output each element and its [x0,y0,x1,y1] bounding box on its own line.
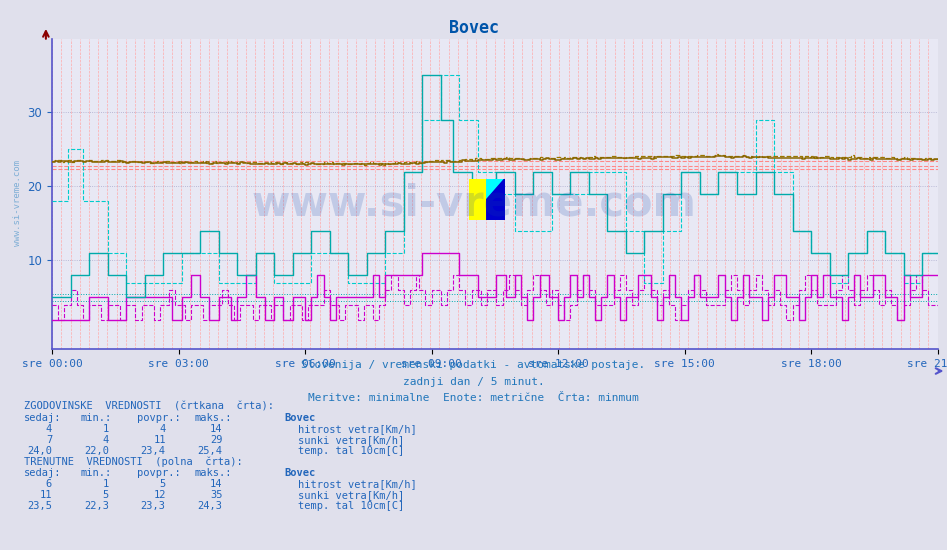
Text: 5: 5 [102,490,109,500]
Text: temp. tal 10cm[C]: temp. tal 10cm[C] [298,500,404,511]
Text: 23,4: 23,4 [141,446,166,456]
Text: 23,3: 23,3 [141,500,166,511]
Text: 4: 4 [102,434,109,445]
Text: 1: 1 [102,424,109,434]
Text: povpr.:: povpr.: [137,468,181,478]
Text: Meritve: minimalne  Enote: metrične  Črta: minmum: Meritve: minimalne Enote: metrične Črta:… [308,393,639,403]
Text: www.si-vreme.com: www.si-vreme.com [12,161,22,246]
Text: Bovec: Bovec [284,468,315,478]
Polygon shape [469,179,487,220]
Text: temp. tal 10cm[C]: temp. tal 10cm[C] [298,446,404,456]
Text: 22,0: 22,0 [84,446,109,456]
Text: 7: 7 [45,434,52,445]
Text: 14: 14 [210,478,223,489]
Text: 6: 6 [45,478,52,489]
Text: sunki vetra[Km/h]: sunki vetra[Km/h] [298,490,404,500]
Text: 25,4: 25,4 [198,446,223,456]
Text: Slovenija / vremenski podatki - avtomatske postaje.: Slovenija / vremenski podatki - avtomats… [301,360,646,370]
Text: 35: 35 [210,490,223,500]
Text: sedaj:: sedaj: [24,468,62,478]
Text: 4: 4 [45,424,52,434]
Text: 11: 11 [153,434,166,445]
Polygon shape [487,179,505,220]
Text: 23,5: 23,5 [27,500,52,511]
Text: 24,3: 24,3 [198,500,223,511]
Text: sunki vetra[Km/h]: sunki vetra[Km/h] [298,434,404,445]
Text: povpr.:: povpr.: [137,412,181,423]
Text: min.:: min.: [80,468,112,478]
Text: 12: 12 [153,490,166,500]
Text: sedaj:: sedaj: [24,412,62,423]
Polygon shape [487,179,505,200]
Text: 5: 5 [159,478,166,489]
Text: hitrost vetra[Km/h]: hitrost vetra[Km/h] [298,478,417,489]
Text: 22,3: 22,3 [84,500,109,511]
Text: 4: 4 [159,424,166,434]
Text: 14: 14 [210,424,223,434]
Text: 24,0: 24,0 [27,446,52,456]
Text: TRENUTNE  VREDNOSTI  (polna  črta):: TRENUTNE VREDNOSTI (polna črta): [24,456,242,467]
Text: hitrost vetra[Km/h]: hitrost vetra[Km/h] [298,424,417,434]
Text: 1: 1 [102,478,109,489]
Text: ZGODOVINSKE  VREDNOSTI  (črtkana  črta):: ZGODOVINSKE VREDNOSTI (črtkana črta): [24,402,274,412]
Text: Bovec: Bovec [449,19,498,37]
Text: 29: 29 [210,434,223,445]
Text: min.:: min.: [80,412,112,423]
Text: www.si-vreme.com: www.si-vreme.com [251,183,696,224]
Text: zadnji dan / 5 minut.: zadnji dan / 5 minut. [402,377,545,387]
Text: maks.:: maks.: [194,412,232,423]
Text: Bovec: Bovec [284,412,315,423]
Text: maks.:: maks.: [194,468,232,478]
Text: 11: 11 [40,490,52,500]
